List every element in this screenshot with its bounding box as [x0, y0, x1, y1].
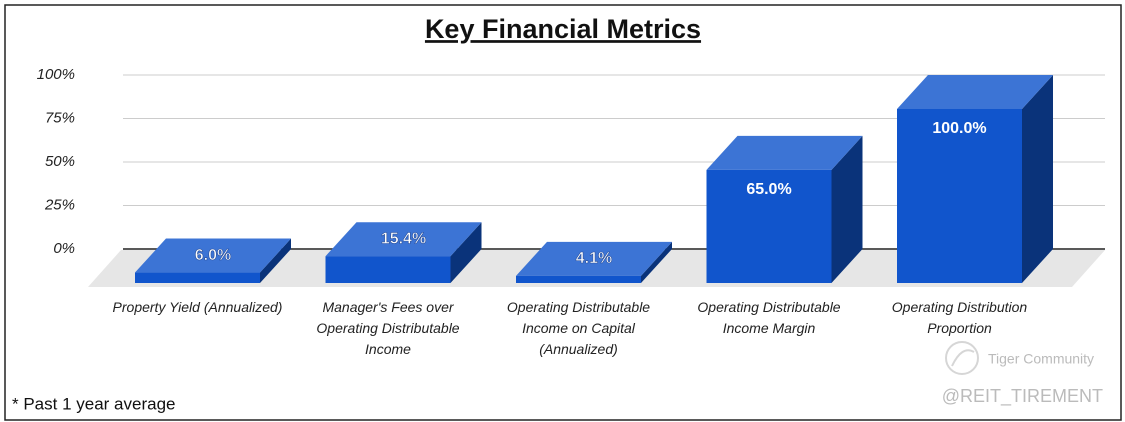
bar-top [325, 222, 482, 257]
bar [706, 169, 832, 283]
bar-side [641, 241, 672, 283]
bar-top [897, 75, 1053, 109]
y-tick-label: 100% [37, 66, 75, 83]
bar [897, 109, 1022, 283]
x-tick-label: Operating Distribution Proportion [891, 299, 1028, 336]
y-tick-label: 75% [45, 109, 75, 126]
bar-side [831, 135, 863, 283]
y-tick-label: 50% [45, 153, 75, 170]
x-tick-label: Operating Distributable Income on Capita… [506, 299, 651, 357]
watermark-brand: Tiger Community [988, 351, 1094, 367]
x-tick-label: Operating Distributable Income Margin [697, 299, 841, 336]
bar-side [450, 222, 482, 283]
value-label: 4.1% [576, 250, 612, 267]
bar [135, 272, 260, 283]
bar [516, 275, 641, 283]
value-label: 15.4% [381, 230, 426, 247]
footnote: * Past 1 year average [12, 394, 175, 413]
x-tick-label: Manager's Fees over Operating Distributa… [316, 299, 460, 357]
y-tick-label: 25% [44, 196, 75, 213]
y-tick-label: 0% [53, 240, 75, 257]
bar-top [516, 241, 672, 276]
bar [325, 256, 451, 283]
x-tick-label: Property Yield (Annualized) [112, 299, 283, 315]
value-label: 65.0% [746, 181, 791, 198]
watermark-logo [945, 341, 979, 375]
chart-title: Key Financial Metrics [425, 14, 701, 44]
bar-top [135, 238, 291, 273]
bar-top [706, 135, 863, 170]
watermark-handle: @REIT_TIREMENT [942, 386, 1103, 407]
bar-side [1022, 75, 1053, 283]
value-label: 6.0% [195, 247, 231, 264]
bar-side [260, 238, 291, 283]
value-label: 100.0% [932, 120, 986, 137]
